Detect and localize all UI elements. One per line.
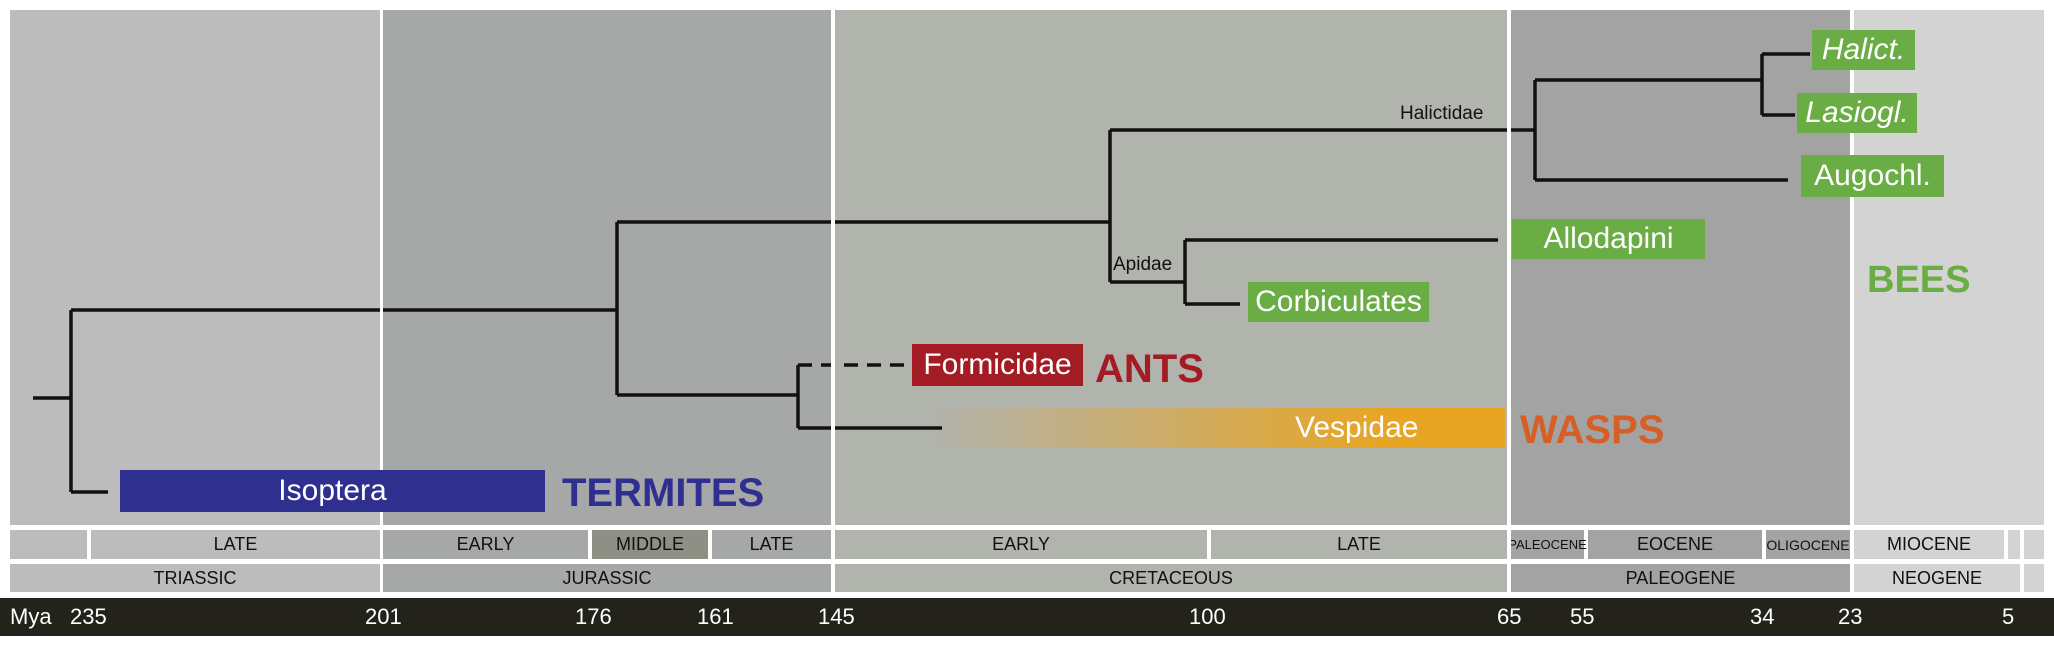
divider-paleogene-neogene <box>1850 10 1854 592</box>
timeline-tick-176: 176 <box>575 604 612 629</box>
timeline-tick-235: 235 <box>70 604 107 629</box>
timeline-tick-5: 5 <box>2002 604 2015 629</box>
epoch-cell-oligocene: OLIGOCENE <box>1766 530 1850 559</box>
divider-triassic-jurassic <box>380 10 383 592</box>
epoch-cell-blank <box>10 530 87 559</box>
timeline-tick-55: 55 <box>1570 604 1595 629</box>
node-label-apidae: Apidae <box>1113 254 1173 275</box>
epoch-cell-early-cretaceous: EARLY <box>835 530 1207 559</box>
group-label-bees: BEES <box>1867 258 1971 301</box>
epoch-cell-late-triassic: LATE <box>91 530 380 559</box>
epoch-cell-paleocene: PALEOCENE <box>1508 530 1587 559</box>
taxon-vespidae: Vespidae <box>1295 411 1419 444</box>
epoch-cell-middle-jurassic: MIDDLE <box>592 530 708 559</box>
taxon-augochl: Augochl. <box>1801 155 1944 197</box>
node-label-halictidae: Halictidae <box>1400 103 1484 124</box>
divider-jurassic-cretaceous <box>831 10 835 592</box>
vespidae-bar <box>925 408 1505 448</box>
epoch-cell-late-cretaceous: LATE <box>1211 530 1507 559</box>
timeline-bar <box>0 598 2054 636</box>
timeline-tick-100: 100 <box>1189 604 1226 629</box>
period-cell-quaternary <box>2024 564 2044 592</box>
epoch-cell-eocene: EOCENE <box>1588 530 1762 559</box>
epoch-cell-pleistocene <box>2024 530 2044 559</box>
epoch-cell-early-jurassic: EARLY <box>383 530 588 559</box>
timeline-tick-161: 161 <box>697 604 734 629</box>
epoch-cell-miocene: MIOCENE <box>1854 530 2004 559</box>
period-cell-paleogene: PALEOGENE <box>1511 564 1850 592</box>
timeline-tick-201: 201 <box>365 604 402 629</box>
epoch-cell-late-jurassic: LATE <box>712 530 831 559</box>
group-label-termites: TERMITES <box>562 470 765 515</box>
timeline-tick-65: 65 <box>1497 604 1522 629</box>
taxon-formicidae: Formicidae <box>912 344 1083 386</box>
taxon-allodapini: Allodapini <box>1512 219 1705 259</box>
taxon-halict: Halict. <box>1812 30 1915 70</box>
timeline-tick-23: 23 <box>1838 604 1863 629</box>
period-cell-triassic: TRIASSIC <box>10 564 380 592</box>
timeline-tick-34: 34 <box>1750 604 1775 629</box>
divider-cretaceous-paleogene <box>1507 10 1511 592</box>
period-cell-jurassic: JURASSIC <box>383 564 831 592</box>
timeline-mya-label: Mya <box>10 604 52 629</box>
taxon-isoptera: Isoptera <box>120 470 545 512</box>
taxon-lasiogl: Lasiogl. <box>1797 93 1917 133</box>
period-panel-paleogene <box>1511 10 1850 525</box>
period-cell-cretaceous: CRETACEOUS <box>835 564 1507 592</box>
period-panel-jurassic <box>383 10 831 525</box>
taxon-corbiculates: Corbiculates <box>1248 282 1429 322</box>
period-cell-neogene: NEOGENE <box>1854 564 2020 592</box>
timeline-tick-145: 145 <box>818 604 855 629</box>
group-label-ants: ANTS <box>1095 346 1204 391</box>
epoch-cell-pliocene <box>2008 530 2020 559</box>
group-label-wasps: WASPS <box>1520 407 1665 452</box>
